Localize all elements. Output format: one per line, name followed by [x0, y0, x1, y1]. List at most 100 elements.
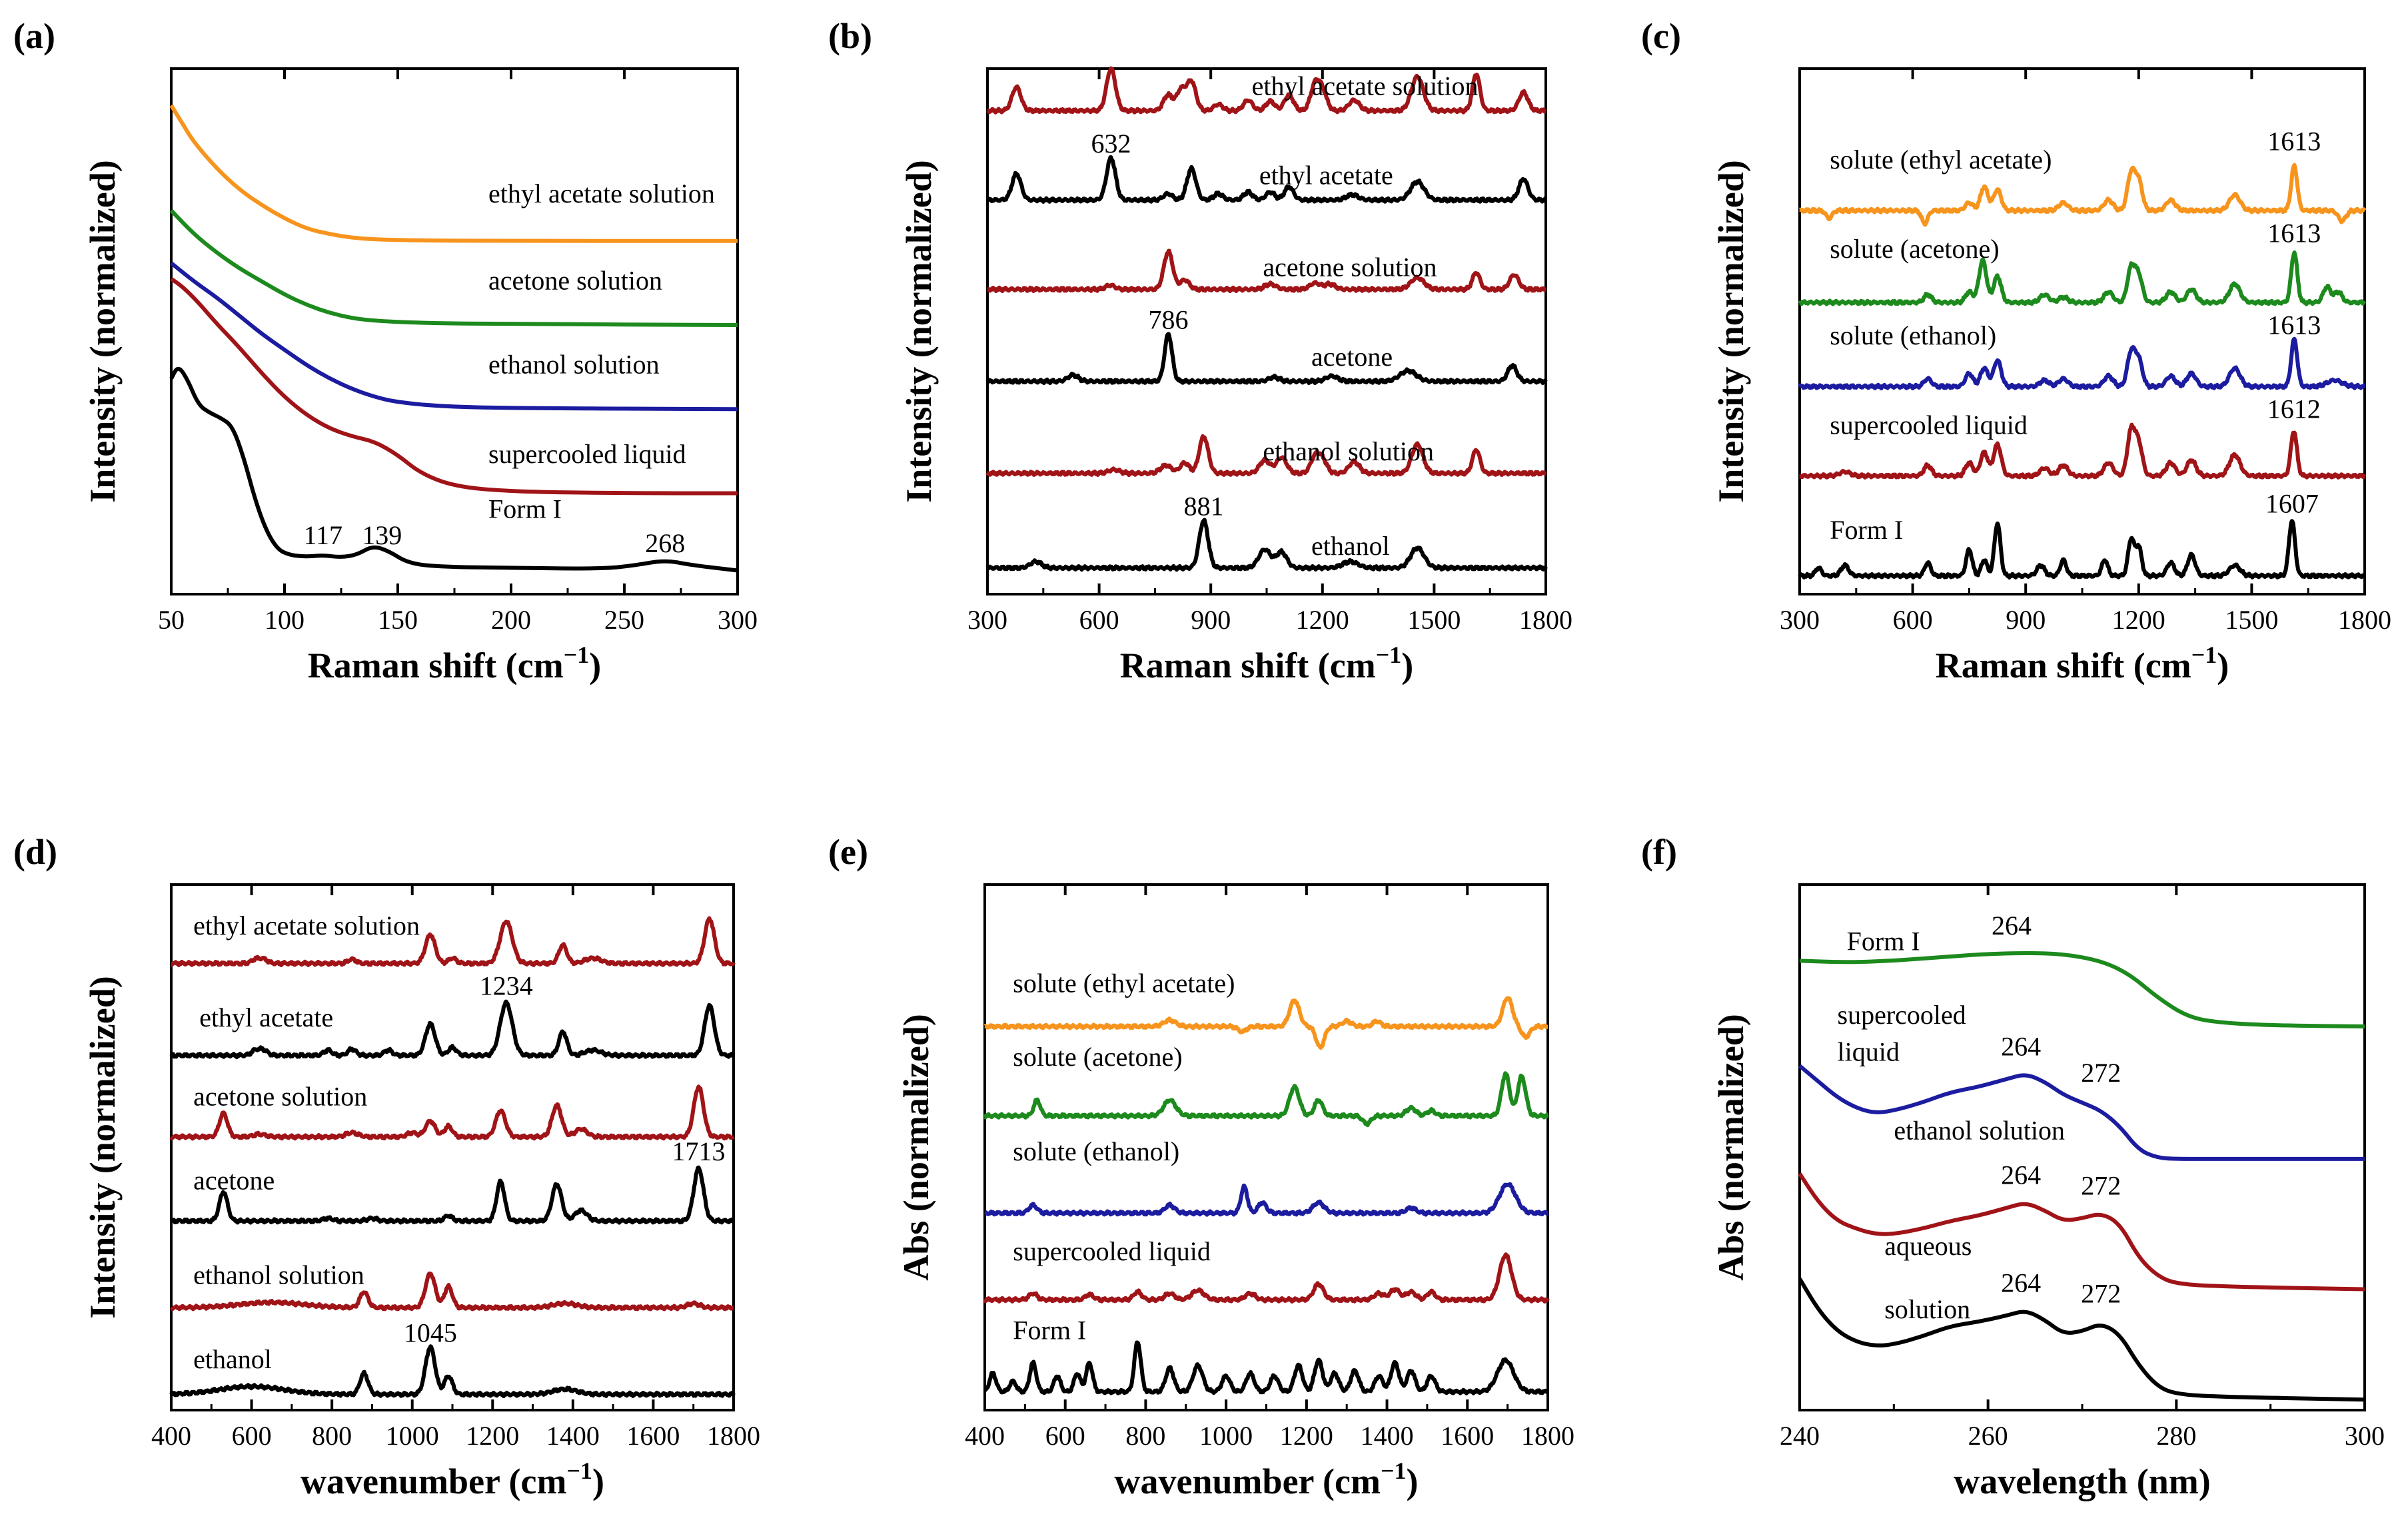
- peak-annotation: 272: [2081, 1058, 2121, 1088]
- series-label: solute (acetone): [1830, 234, 1999, 264]
- panel-label: (e): [828, 832, 868, 872]
- panel-label: (f): [1641, 832, 1677, 872]
- series-label: solute (ethyl acetate): [1830, 145, 2052, 175]
- series-line-ethyl-acetate: [985, 155, 1548, 204]
- x-tick-label: 1400: [1361, 1421, 1414, 1451]
- series-line-form-i: [983, 1340, 1550, 1395]
- panel-b: (b) 300 600 900 1200 1500 1800 Raman shift (cm−…: [828, 16, 1572, 685]
- x-tick-label: 300: [967, 605, 1007, 635]
- series-label-line2: liquid: [1838, 1036, 1900, 1066]
- series-line-form-i: [1798, 519, 2367, 580]
- series-line-solution: [1798, 1278, 2365, 1402]
- series-label: ethyl acetate: [1259, 161, 1393, 191]
- x-axis-label: Raman shift (cm−1): [308, 641, 601, 685]
- x-tick-label: 1600: [626, 1421, 680, 1451]
- series-line-supercooled-liquid: [170, 277, 738, 496]
- series-line-ethanol-solution: [1798, 1172, 2365, 1292]
- series-label: solute (ethanol): [1013, 1136, 1179, 1166]
- x-axis-label: wavenumber (cm−1): [1115, 1457, 1419, 1501]
- x-tick-label: 600: [1045, 1421, 1085, 1451]
- series-label: ethanol solution: [193, 1260, 364, 1290]
- panel-a: (a) 50 100 150 200 250 300 Raman shift (cm−1) In…: [13, 16, 758, 685]
- series-label: solution: [1884, 1294, 1970, 1324]
- peak-annotation: 1045: [404, 1318, 457, 1348]
- series-label: ethyl acetate solution: [1252, 71, 1479, 101]
- series-label: ethanol solution: [1263, 436, 1434, 466]
- x-tick-label: 400: [151, 1421, 191, 1451]
- x-tick-label: 150: [378, 605, 418, 635]
- series-line-solute-ethanol-: [983, 1182, 1550, 1217]
- series-line-ethyl-acetate-solution: [169, 104, 738, 243]
- panel-label: (c): [1641, 16, 1681, 56]
- peak-annotation: 1612: [2267, 394, 2321, 424]
- y-axis-label: Abs (normalized): [1711, 1014, 1751, 1280]
- series-line-acetone: [985, 332, 1548, 386]
- x-tick-label: 260: [1968, 1421, 2008, 1451]
- peak-annotation: 268: [645, 528, 685, 558]
- x-tick-label: 50: [158, 605, 185, 635]
- series-label: solute (ethanol): [1830, 320, 1996, 350]
- x-tick-label: 1000: [1199, 1421, 1253, 1451]
- peak-annotation: 139: [362, 520, 402, 550]
- series-line-ethanol: [985, 518, 1548, 572]
- x-tick-label: 900: [2006, 605, 2046, 635]
- series-label: solute (acetone): [1013, 1042, 1182, 1072]
- series-label: supercooled: [1838, 1000, 1966, 1030]
- series-label: ethyl acetate solution: [193, 911, 420, 941]
- series-line-acetone-solution: [169, 208, 738, 327]
- x-tick-label: 300: [1780, 605, 1820, 635]
- series-line-ethanol-solution: [985, 434, 1548, 478]
- series-label: Form I: [1830, 515, 1903, 545]
- x-tick-label: 1800: [1519, 605, 1572, 635]
- y-axis-label: Intensity (normalized): [1711, 160, 1751, 502]
- series-label: acetone: [193, 1166, 275, 1196]
- x-tick-label: 800: [1125, 1421, 1165, 1451]
- peak-annotation: 786: [1149, 305, 1189, 335]
- peak-annotation: 1234: [480, 971, 533, 1001]
- series-line-ethanol: [169, 1344, 736, 1399]
- peak-annotation: 272: [2081, 1171, 2121, 1201]
- x-tick-label: 600: [1893, 605, 1933, 635]
- y-axis-label: Abs (normalized): [896, 1014, 936, 1280]
- x-tick-label: 300: [2345, 1421, 2385, 1451]
- x-tick-label: 1200: [2112, 605, 2165, 635]
- panel-f: (f) 240 260 280 300 wavelength (nm) Abs (norma…: [1641, 832, 2385, 1501]
- x-tick-label: 900: [1191, 605, 1231, 635]
- series-label: ethyl acetate solution: [488, 179, 715, 208]
- x-tick-label: 240: [1780, 1421, 1820, 1451]
- x-tick-label: 1600: [1441, 1421, 1494, 1451]
- series-label: solute (ethyl acetate): [1013, 968, 1235, 998]
- x-axis-label: Raman shift (cm−1): [1936, 641, 2229, 685]
- panel-label: (b): [828, 16, 872, 56]
- series-label: ethanol solution: [488, 350, 660, 380]
- peak-annotation: 1613: [2267, 310, 2321, 340]
- series-label: acetone solution: [193, 1081, 367, 1111]
- series-line-supercooled-liquid: [1798, 422, 2367, 480]
- series-line-supercooled-liquid: [983, 1252, 1550, 1304]
- series-line-solute-acetone-: [983, 1071, 1550, 1128]
- series-label: acetone solution: [1263, 252, 1437, 282]
- x-tick-label: 600: [1079, 605, 1119, 635]
- peak-annotation: 1713: [672, 1136, 726, 1166]
- x-tick-label: 1200: [1296, 605, 1349, 635]
- series-label: acetone solution: [488, 265, 662, 295]
- series-label: Form I: [1847, 927, 1920, 957]
- x-tick-label: 280: [2156, 1421, 2196, 1451]
- x-tick-label: 1200: [1280, 1421, 1333, 1451]
- x-tick-label: 400: [965, 1421, 1005, 1451]
- x-tick-label: 1400: [546, 1421, 600, 1451]
- panel-label: (a): [13, 16, 55, 56]
- peak-annotation: 881: [1184, 492, 1224, 522]
- x-tick-label: 1200: [466, 1421, 519, 1451]
- series-label-line1: aqueous: [1884, 1231, 1972, 1261]
- x-tick-label: 1800: [1521, 1421, 1574, 1451]
- peak-annotation: 117: [304, 520, 343, 550]
- x-tick-label: 200: [491, 605, 531, 635]
- series-line-ethyl-acetate: [169, 999, 736, 1060]
- x-axis-label: wavenumber (cm−1): [301, 1457, 604, 1501]
- y-axis-label: Intensity (normalized): [83, 976, 123, 1318]
- series-label: ethanol: [1311, 531, 1390, 561]
- x-tick-label: 1500: [2225, 605, 2278, 635]
- x-tick-label: 600: [232, 1421, 272, 1451]
- series-line-solute-ethyl-acetate-: [983, 996, 1550, 1050]
